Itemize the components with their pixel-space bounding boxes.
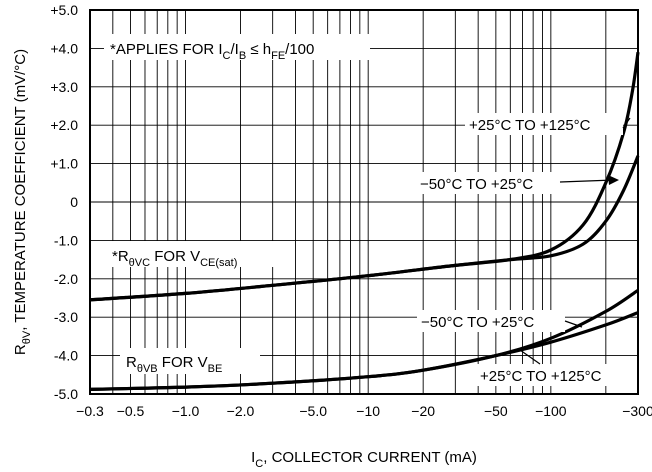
- annotation-vce-hot: +25°C TO +125°C: [469, 117, 591, 134]
- x-tick-label: −0.5: [117, 403, 145, 419]
- annotation-vce-label-bg: [106, 241, 290, 267]
- x-tick-label: −50: [484, 403, 508, 419]
- plot-frame: [89, 9, 639, 395]
- x-tick-label: −20: [411, 403, 435, 419]
- leader-line-vbe-cold: [564, 320, 583, 328]
- y-axis-title: RθV, TEMPERATURE COEFFICIENT (mV/°C): [12, 49, 33, 355]
- y-tick-label: -3.0: [54, 309, 78, 325]
- x-tick-label: −2.0: [227, 403, 255, 419]
- x-axis-title: IC, COLLECTOR CURRENT (mA): [251, 449, 477, 470]
- ticks: +5.0 +4.0 +3.0 +2.0 +1.0 0 -1.0 -2.0 -3.0 -4.0 -5.…: [50, 2, 652, 419]
- series-line-vcesat-1: [89, 155, 640, 302]
- annotation-vbe-hot-bg: [476, 364, 634, 386]
- y-tick-label: +1.0: [50, 156, 78, 172]
- x-tick-label: −10: [356, 403, 380, 419]
- annotation-vbe-hot: +25°C TO +125°C: [480, 368, 602, 385]
- x-tick-label: −100: [535, 403, 567, 419]
- y-tick-label: +4.0: [50, 40, 78, 56]
- y-tick-label: -2.0: [54, 271, 78, 287]
- leader-line-vbe-hot: [519, 349, 541, 365]
- y-tick-label: 0: [70, 194, 78, 210]
- annotation-vbe-cold-bg: [417, 310, 565, 332]
- y-tick-label: -4.0: [54, 348, 78, 364]
- annotation-vce-label: *RθVC FOR VCE(sat): [112, 248, 237, 269]
- annotation-vce-hot-bg: [465, 113, 623, 135]
- y-tick-label: -5.0: [54, 386, 78, 402]
- x-tick-label: −0.3: [76, 403, 104, 419]
- x-tick-label: −300: [622, 403, 652, 419]
- annotation-applies-bg: [104, 34, 370, 60]
- arrowhead-vce-cold: [608, 175, 619, 185]
- annotation-vce-cold-bg: [416, 172, 562, 194]
- annotation-vbe-label: RθVB FOR VBE: [126, 354, 222, 375]
- y-tick-label: +2.0: [50, 117, 78, 133]
- curves: [89, 51, 640, 391]
- annotation-vbe-label-bg: [120, 348, 260, 374]
- leader-line-vce-hot: [622, 117, 631, 129]
- annotation-vce-cold: −50°C TO +25°C: [420, 176, 533, 193]
- x-tick-label: −1.0: [172, 403, 200, 419]
- y-tick-label: +3.0: [50, 79, 78, 95]
- y-tick-label: -1.0: [54, 232, 78, 248]
- annotation-applies: *APPLIES FOR IC/IB ≤ hFE/100: [110, 41, 314, 62]
- y-tick-label: +5.0: [50, 2, 78, 18]
- annotation-vbe-cold: −50°C TO +25°C: [421, 314, 534, 331]
- x-tick-label: −5.0: [299, 403, 327, 419]
- series-line-vbe-3: [89, 311, 639, 391]
- leader-line-vce-cold: [559, 179, 615, 183]
